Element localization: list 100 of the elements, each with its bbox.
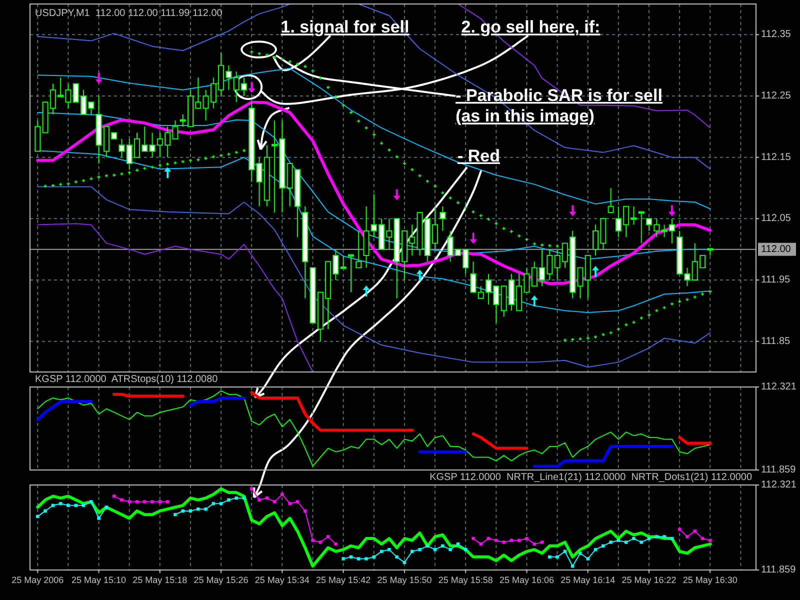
- x-tick-label: 25 May 15:10: [72, 575, 126, 585]
- point: [388, 548, 391, 552]
- y-tick-label: 112.05: [761, 213, 792, 224]
- point: [97, 516, 100, 520]
- point: [150, 500, 154, 504]
- point: [578, 552, 582, 555]
- x-tick-label: 25 May 2006: [12, 575, 64, 585]
- point: [104, 506, 108, 509]
- point: [326, 535, 330, 538]
- point: [693, 530, 696, 533]
- candlestick: [340, 254, 346, 269]
- candlestick: [470, 261, 476, 293]
- point: [602, 544, 605, 548]
- point: [494, 538, 498, 542]
- y-tick-label: 112.35: [761, 29, 792, 40]
- y-tick-label: 112.25: [761, 90, 792, 102]
- x-tick-label: 25 May 16:30: [682, 575, 738, 585]
- candlestick: [248, 102, 255, 182]
- point: [288, 502, 292, 506]
- candlestick: [707, 248, 714, 256]
- point: [525, 536, 528, 540]
- x-tick-label: 25 May 15:34: [254, 575, 310, 585]
- point: [357, 557, 360, 560]
- point: [548, 555, 552, 559]
- point: [311, 538, 314, 542]
- point: [66, 504, 70, 508]
- point: [258, 498, 261, 502]
- point: [112, 494, 116, 498]
- candlestick: [302, 206, 308, 299]
- chart-title: USDJPY,M1 112.00 112.00 111.99 112.00: [35, 8, 223, 19]
- candlestick: [356, 230, 362, 268]
- point: [120, 498, 124, 502]
- line-series: [36, 100, 712, 286]
- point: [166, 500, 170, 504]
- x-tick-label: 25 May 15:58: [438, 575, 493, 585]
- point: [418, 548, 422, 552]
- point: [181, 509, 184, 513]
- point: [502, 540, 506, 544]
- point: [342, 557, 345, 560]
- point: [204, 508, 208, 511]
- candlestick: [608, 188, 614, 214]
- annotation: - Red: [457, 146, 500, 166]
- line-series: [37, 68, 711, 210]
- line-series: [457, 4, 711, 128]
- point: [655, 535, 658, 538]
- x-tick-label: 25 May 16:14: [560, 575, 616, 585]
- point: [632, 536, 636, 540]
- chart-title: KGSP 112.0000 ATRStops(10) 112.0080: [35, 374, 218, 385]
- point: [540, 540, 544, 544]
- point: [143, 500, 146, 504]
- point: [90, 500, 93, 504]
- x-tick-label: 25 May 15:42: [316, 575, 371, 585]
- point: [556, 555, 559, 559]
- point: [296, 500, 300, 504]
- point: [662, 535, 666, 538]
- point: [686, 535, 689, 538]
- point: [640, 540, 643, 544]
- point: [174, 513, 177, 516]
- point: [448, 548, 452, 552]
- point: [227, 498, 230, 502]
- point: [318, 540, 322, 544]
- point: [441, 544, 444, 548]
- point: [609, 540, 612, 544]
- y-tick-label: 111.859: [761, 564, 796, 576]
- point: [364, 557, 368, 560]
- candlestick: [118, 138, 125, 158]
- point: [678, 528, 682, 531]
- point: [472, 536, 475, 540]
- x-tick-label: 25 May 15:50: [377, 575, 432, 585]
- candlestick: [348, 254, 354, 293]
- point: [395, 555, 398, 559]
- point: [128, 500, 131, 504]
- y-tick-label: 111.85: [761, 336, 791, 347]
- point: [272, 500, 276, 504]
- y-tick-label: 112.321: [761, 382, 797, 392]
- point: [135, 500, 139, 504]
- y-tick-label: 112.321: [761, 480, 797, 490]
- x-tick-label: 25 May 15:26: [194, 575, 248, 585]
- chart-title: KGSP 112.0000 NRTR_Line1(21) 112.0000 NRTR_Dots1(21) 112.0000: [430, 472, 752, 483]
- point: [586, 557, 590, 560]
- line-series: [36, 487, 712, 568]
- line-series: [37, 223, 314, 372]
- line-series: [37, 186, 711, 368]
- candlestick: [34, 120, 41, 152]
- candlestick: [584, 254, 591, 299]
- candlestick: [440, 206, 446, 232]
- point: [624, 540, 628, 544]
- point: [158, 500, 162, 504]
- ref-line-label: 112.00: [761, 244, 792, 255]
- x-tick-label: 25 May 16:06: [499, 575, 554, 585]
- y-tick-label: 111.859: [761, 464, 796, 476]
- point: [334, 542, 338, 546]
- point: [234, 496, 238, 500]
- y-tick-label: 111.95: [761, 274, 791, 286]
- candlestick: [638, 211, 644, 244]
- point: [280, 492, 284, 496]
- point: [44, 509, 47, 513]
- x-tick-label: 25 May 16:22: [622, 575, 676, 585]
- x-tick-label: 25 May 15:18: [132, 575, 188, 585]
- y-tick-label: 112.15: [761, 152, 792, 163]
